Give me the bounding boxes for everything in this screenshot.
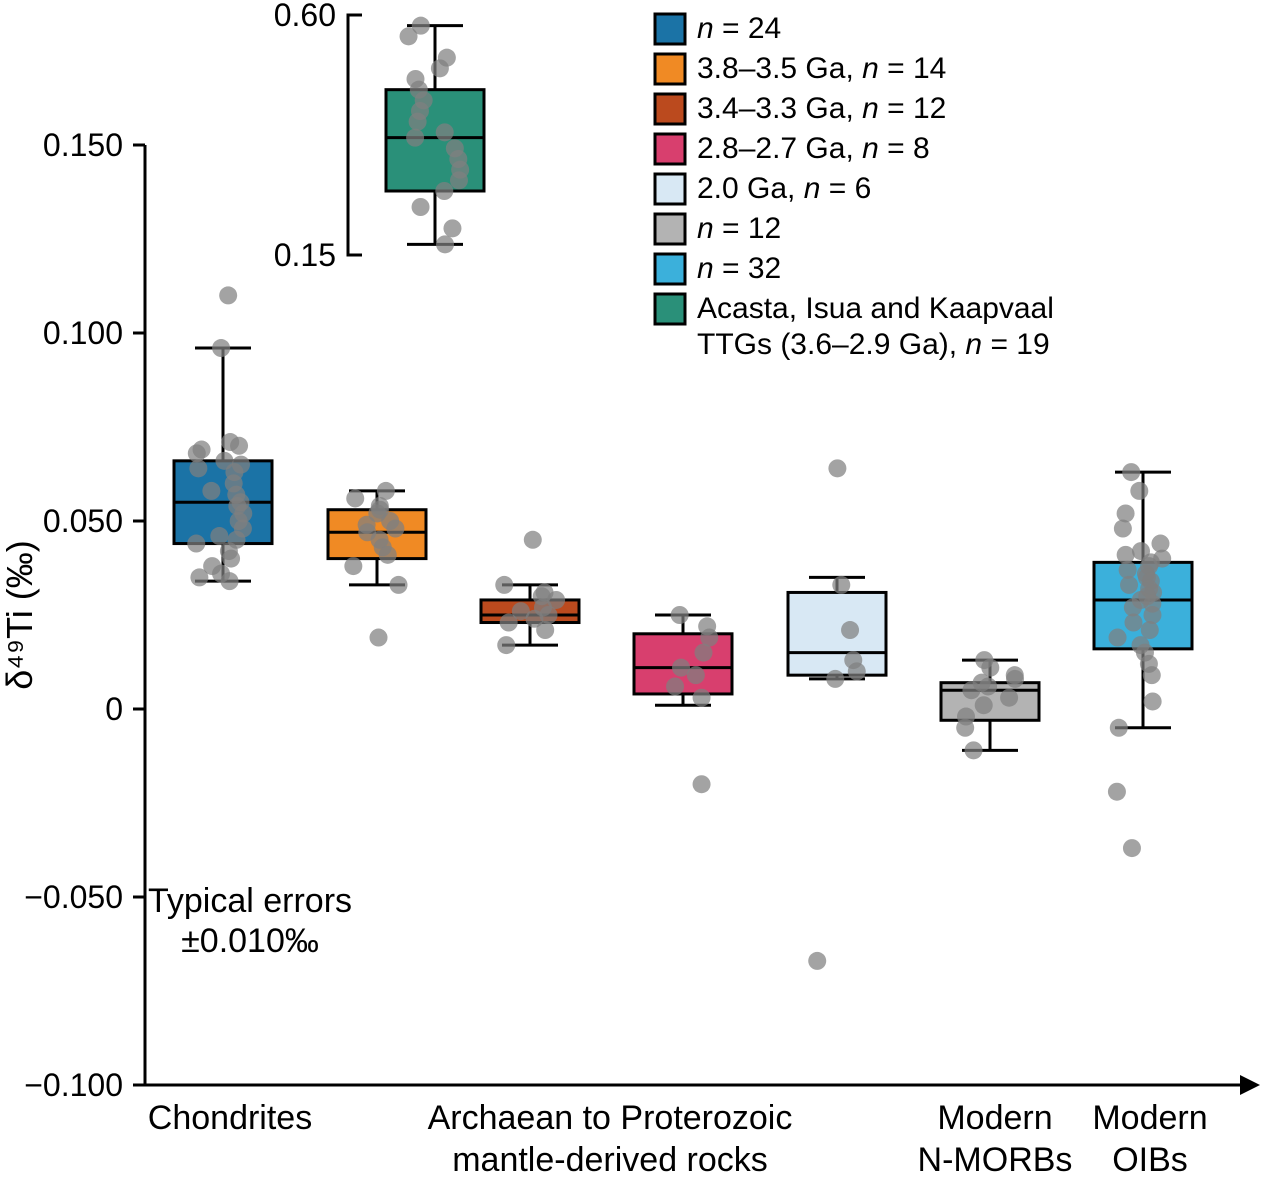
svg-text:0.150: 0.150 xyxy=(43,127,123,163)
legend-label: n = 32 xyxy=(697,252,781,285)
legend-label: n = 24 xyxy=(697,12,781,45)
y-axis-title: δ⁴⁹Ti (‰) xyxy=(0,540,40,690)
legend-swatch xyxy=(655,254,685,284)
svg-text:0.15: 0.15 xyxy=(274,237,336,273)
legend-swatch xyxy=(655,174,685,204)
svg-text:0.60: 0.60 xyxy=(274,0,336,33)
legend-swatch xyxy=(655,134,685,164)
x-axis-label: OIBs xyxy=(1112,1141,1188,1179)
boxplot-chart: −0.100 −0.050 0 0.050 0.100 0.150 δ⁴⁹Ti (‰) Cho… xyxy=(0,0,1280,1184)
svg-text:±0.010‰: ±0.010‰ xyxy=(181,922,319,960)
legend-swatch xyxy=(655,214,685,244)
legend-label: Acasta, Isua and Kaapvaal xyxy=(697,292,1054,325)
svg-text:0.100: 0.100 xyxy=(43,315,123,351)
svg-text:−0.100: −0.100 xyxy=(24,1067,123,1103)
x-axis-label: Chondrites xyxy=(148,1099,312,1137)
x-axis-label: Modern xyxy=(937,1099,1052,1137)
legend-swatch xyxy=(655,14,685,44)
svg-text:Typical errors: Typical errors xyxy=(148,882,352,920)
x-axis-label: Modern xyxy=(1092,1099,1207,1137)
legend-label: 2.8–2.7 Ga, n = 8 xyxy=(697,132,930,165)
svg-text:0: 0 xyxy=(105,691,123,727)
x-axis-label: N-MORBs xyxy=(918,1141,1073,1179)
legend-swatch xyxy=(655,54,685,84)
legend-label: 3.8–3.5 Ga, n = 14 xyxy=(697,52,946,85)
legend-label: 2.0 Ga, n = 6 xyxy=(697,172,871,205)
svg-text:0.050: 0.050 xyxy=(43,503,123,539)
svg-text:−0.050: −0.050 xyxy=(24,879,123,915)
legend-swatch xyxy=(655,294,685,324)
legend-label: n = 12 xyxy=(697,212,781,245)
chart-bg xyxy=(0,0,1280,1184)
x-axis-label: mantle-derived rocks xyxy=(452,1141,768,1179)
x-axis-label: Archaean to Proterozoic xyxy=(428,1099,793,1137)
legend-swatch xyxy=(655,94,685,124)
legend-label: TTGs (3.6–2.9 Ga), n = 19 xyxy=(697,328,1050,361)
legend-label: 3.4–3.3 Ga, n = 12 xyxy=(697,92,946,125)
